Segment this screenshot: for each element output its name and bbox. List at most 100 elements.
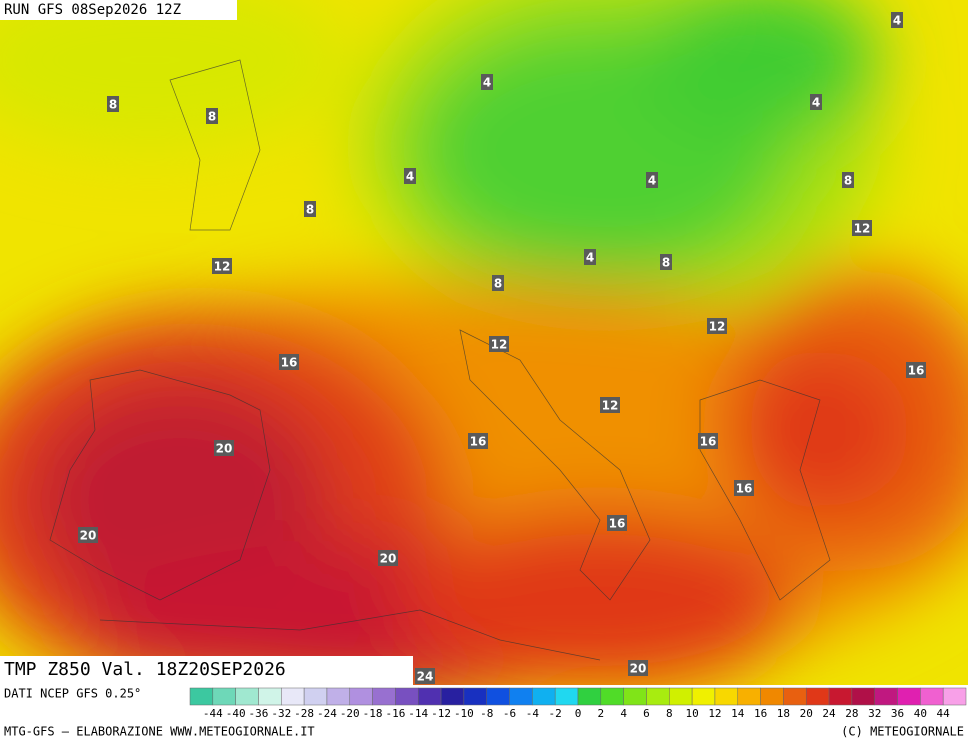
colorbar-swatch [669,687,693,706]
contour-label-box [698,433,718,449]
colorbar-swatch [920,687,944,706]
contour-label-box [489,336,509,352]
colorbar-swatch [623,687,647,706]
colorbar-swatch [417,687,442,706]
contour-label-box [584,249,596,265]
colorbar-tick-label: 0 [575,707,582,720]
colorbar-tick-label: -8 [480,707,493,720]
colorbar-swatch [509,687,533,706]
colorbar-tick-label: -18 [363,707,383,720]
colorbar-tick-label: 24 [822,707,836,720]
colorbar-tick-label: 18 [777,707,790,720]
colorbar-swatch [463,687,487,706]
run-label: RUN GFS 08Sep2026 12Z [4,2,181,18]
colorbar-tick-label: 36 [891,707,904,720]
colorbar-tick-label: -28 [294,707,314,720]
colorbar-tick-label: 20 [800,707,813,720]
contour-label: 8 [109,98,117,112]
title-box [0,656,413,685]
contour-label-box [206,108,218,124]
colorbar-tick-label: 8 [666,707,673,720]
header-box [0,0,237,20]
contour-label: 16 [908,364,925,378]
contour-label-box [468,433,488,449]
colorbar-swatch [942,687,967,706]
colorbar-tick-label: 4 [620,707,627,720]
colorbar-tick-label: -2 [549,707,562,720]
contour-label-box [304,201,316,217]
contour-label-box [906,362,926,378]
contour-label: 16 [470,435,487,449]
colorbar-swatch [532,687,556,706]
colorbar-swatch [395,687,419,706]
contour-label: 12 [854,222,871,236]
contour-label: 20 [80,529,97,543]
colorbar-tick-label: -40 [226,707,246,720]
colorbar-tick-label: -14 [408,707,428,720]
colorbar: -44 -40 -36 -32 -28 -24 -20 -18 -16 -14 -12 -10 -8 -6… [189,687,967,720]
colorbar-swatch [440,687,465,706]
field-title: TMP Z850 Val. 18Z20SEP2026 [4,659,286,680]
colorbar-swatch [326,687,351,706]
colorbar-tick-label: 2 [598,707,605,720]
colorbar-swatch [828,687,853,706]
colorbar-swatch [486,687,510,706]
colorbar-tick-label: 14 [731,707,745,720]
colorbar-tick-label: 44 [937,707,951,720]
contour-label: 8 [208,110,216,124]
colorbar-swatch [212,687,236,706]
colorbar-swatch [554,687,579,706]
contour-label-box [660,254,672,270]
contour-label: 12 [602,399,619,413]
contour-label: 8 [494,277,502,291]
contour-label-box [214,440,234,456]
contour-label: 16 [736,482,753,496]
contour-label-box [810,94,822,110]
colorbar-tick-label: 10 [685,707,698,720]
colorbar-swatch [691,687,716,706]
colorbar-tick-label: -10 [454,707,474,720]
colorbar-swatch [281,687,305,706]
credit-label: MTG-GFS — ELABORAZIONE WWW.METEOGIORNALE… [4,725,315,739]
contour-label-box [212,258,232,274]
colorbar-tick-label: 28 [845,707,858,720]
contour-label: 16 [281,356,298,370]
contour-label-box [415,668,435,684]
contour-label-box [279,354,299,370]
colorbar-swatch [646,687,670,706]
colorbar-tick-label: -32 [271,707,291,720]
contour-label: 20 [630,662,647,676]
contour-label: 4 [586,251,594,265]
colorbar-tick-label: 16 [754,707,767,720]
colorbar-swatch [897,687,921,706]
colorbar-tick-label: 6 [643,707,650,720]
contour-label-box [646,172,658,188]
contour-label-box [78,527,98,543]
contour-labels: 4 8 8 4 4 4 4 8 8 12 12 4 8 8 12 12 16 16 12 20 16 16 16 16 20 20… [78,12,926,684]
contour-label: 20 [216,442,233,456]
contour-label: 20 [380,552,397,566]
contour-label-box [378,550,398,566]
colorbar-tick-label: -16 [385,707,405,720]
colorbar-tick-label: -36 [249,707,269,720]
temperature-field [0,0,968,700]
colorbar-swatch [760,687,784,706]
contour-label: 4 [648,174,656,188]
colorbar-swatch [577,687,602,706]
contour-label: 4 [893,14,901,28]
colorbar-swatch [258,687,282,706]
colorbar-swatch [303,687,328,706]
contour-label-box [842,172,854,188]
colorbar-swatch [349,687,373,706]
copyright-label: (C) METEOGIORNALE [841,725,964,739]
contour-label: 16 [700,435,717,449]
contour-label: 12 [214,260,231,274]
contour-label-box [481,74,493,90]
colorbar-swatch [805,687,830,706]
contour-label: 8 [306,203,314,217]
contour-label: 8 [844,174,852,188]
colorbar-tick-label: -12 [431,707,451,720]
contour-label: 24 [417,670,434,684]
contour-label-box [734,480,754,496]
